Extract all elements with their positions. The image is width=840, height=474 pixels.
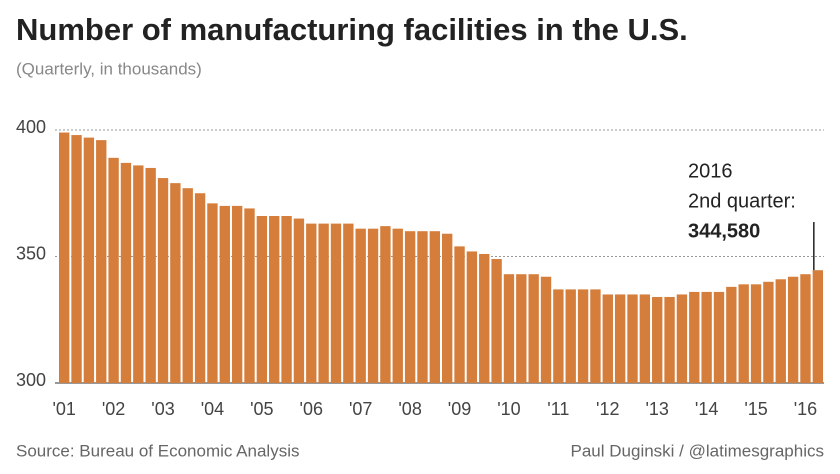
bar: [553, 289, 564, 383]
x-tick-label: '02: [102, 399, 125, 419]
bar: [775, 279, 786, 383]
bar: [454, 246, 465, 383]
x-tick-label: '06: [300, 399, 323, 419]
bar: [170, 183, 181, 383]
bar: [83, 137, 95, 383]
bar: [664, 296, 675, 383]
bar: [306, 223, 317, 383]
bar: [231, 205, 243, 383]
bar: [120, 162, 132, 383]
x-tick-label: '10: [497, 399, 520, 419]
bar: [219, 205, 230, 383]
bar: [108, 157, 119, 383]
bar: [577, 289, 589, 383]
y-tick-label: 300: [16, 370, 46, 390]
bar: [466, 251, 478, 383]
annotation-text: 2nd quarter:: [688, 190, 796, 212]
x-tick-label: '09: [448, 399, 471, 419]
bar: [442, 233, 453, 383]
x-tick-label: '16: [794, 399, 817, 419]
bar: [787, 276, 799, 383]
bar: [207, 203, 218, 383]
x-tick-label: '08: [398, 399, 421, 419]
bar: [96, 140, 107, 383]
chart-title: Number of manufacturing facilities in th…: [16, 12, 688, 47]
bar: [330, 223, 342, 383]
bar: [367, 228, 379, 383]
x-tick-label: '05: [250, 399, 273, 419]
bar: [491, 259, 502, 383]
bar: [689, 291, 700, 383]
bar: [565, 289, 576, 383]
source: Source: Bureau of Economic Analysis: [16, 441, 299, 460]
bar: [503, 274, 515, 383]
x-tick-label: '04: [201, 399, 224, 419]
bar: [355, 228, 366, 383]
annotation-text: 2016: [688, 160, 733, 182]
bar: [800, 274, 811, 383]
bar: [602, 294, 613, 383]
x-tick-label: '14: [695, 399, 718, 419]
bar: [429, 231, 440, 383]
bar: [614, 294, 626, 383]
bar: [269, 216, 280, 383]
bar: [71, 135, 82, 383]
x-tick-label: '12: [596, 399, 619, 419]
x-tick-label: '11: [547, 399, 569, 419]
bar: [157, 178, 169, 383]
x-tick-label: '07: [349, 399, 372, 419]
bar: [713, 291, 725, 383]
x-tick-label: '03: [151, 399, 174, 419]
bar: [182, 188, 193, 383]
bar: [528, 274, 539, 383]
bar: [639, 294, 651, 383]
bar: [380, 226, 391, 383]
bar: [281, 216, 292, 383]
bar: [343, 223, 354, 383]
x-tick-label: '13: [645, 399, 668, 419]
bar: [133, 165, 144, 383]
bar: [726, 286, 737, 383]
bar: [59, 132, 70, 383]
x-tick-label: '15: [744, 399, 767, 419]
bar: [652, 296, 663, 383]
y-tick-label: 400: [16, 117, 46, 137]
annotation-value: 344,580: [688, 220, 760, 242]
bar: [145, 167, 156, 383]
bar: [738, 284, 749, 383]
bar: [763, 281, 774, 383]
bar: [392, 228, 403, 383]
bar: [479, 253, 490, 383]
bar: [676, 294, 688, 383]
chart-subtitle: (Quarterly, in thousands): [16, 59, 202, 78]
bar: [318, 223, 329, 383]
bar: [293, 218, 305, 383]
bar: [244, 208, 255, 383]
bar: [404, 231, 416, 383]
bar: [516, 274, 527, 383]
x-tick-label: '01: [52, 399, 75, 419]
y-tick-label: 350: [16, 243, 46, 263]
bar: [701, 291, 712, 383]
bar: [750, 284, 762, 383]
bar: [417, 231, 428, 383]
bar: [627, 294, 638, 383]
bar: [256, 216, 268, 383]
bar: [540, 276, 552, 383]
credit: Paul Duginski / @latimesgraphics: [571, 441, 824, 460]
bar: [812, 270, 823, 383]
bar: [194, 193, 206, 383]
bar: [590, 289, 601, 383]
